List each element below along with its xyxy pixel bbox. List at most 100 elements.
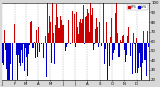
- Bar: [29, 43, 30, 45]
- Bar: [126, 43, 127, 55]
- Bar: [86, 16, 87, 43]
- Bar: [138, 43, 139, 68]
- Bar: [60, 16, 61, 43]
- Bar: [49, 16, 50, 43]
- Bar: [57, 17, 58, 43]
- Bar: [25, 43, 26, 48]
- Bar: [61, 20, 62, 43]
- Bar: [96, 18, 97, 43]
- Bar: [53, 33, 54, 43]
- Bar: [68, 20, 69, 43]
- Bar: [41, 43, 42, 44]
- Bar: [124, 43, 125, 50]
- Bar: [128, 27, 129, 43]
- Bar: [134, 43, 135, 44]
- Bar: [32, 43, 33, 48]
- Bar: [2, 43, 3, 63]
- Bar: [37, 43, 38, 57]
- Bar: [19, 43, 20, 63]
- Bar: [137, 43, 138, 73]
- Bar: [140, 43, 141, 67]
- Bar: [56, 4, 57, 43]
- Bar: [58, 28, 59, 43]
- Bar: [36, 30, 37, 43]
- Bar: [97, 27, 98, 43]
- Bar: [81, 23, 82, 43]
- Bar: [21, 43, 22, 50]
- Bar: [99, 22, 100, 43]
- Bar: [135, 43, 136, 73]
- Bar: [70, 43, 71, 44]
- Bar: [11, 43, 12, 87]
- Bar: [106, 22, 107, 43]
- Bar: [105, 43, 106, 49]
- Bar: [33, 43, 34, 48]
- Bar: [107, 43, 108, 87]
- Bar: [10, 43, 11, 64]
- Bar: [90, 3, 91, 43]
- Bar: [26, 43, 27, 57]
- Bar: [40, 39, 41, 43]
- Bar: [43, 43, 44, 58]
- Bar: [22, 43, 23, 63]
- Bar: [87, 9, 88, 43]
- Bar: [13, 43, 14, 65]
- Bar: [67, 6, 68, 43]
- Bar: [92, 8, 93, 43]
- Bar: [103, 3, 104, 43]
- Bar: [148, 43, 149, 47]
- Bar: [82, 19, 83, 43]
- Bar: [116, 3, 117, 43]
- Bar: [55, 25, 56, 43]
- Bar: [50, 22, 51, 43]
- Bar: [48, 39, 49, 43]
- Bar: [66, 43, 67, 47]
- Bar: [6, 43, 7, 69]
- Bar: [62, 25, 63, 43]
- Bar: [121, 42, 122, 43]
- Bar: [125, 43, 126, 62]
- Bar: [145, 43, 146, 60]
- Bar: [132, 43, 133, 74]
- Bar: [24, 43, 25, 71]
- Bar: [143, 31, 144, 43]
- Bar: [118, 43, 119, 57]
- Bar: [69, 32, 70, 43]
- Bar: [30, 22, 31, 43]
- Bar: [44, 5, 45, 43]
- Bar: [131, 42, 132, 43]
- Bar: [111, 18, 112, 43]
- Bar: [147, 31, 148, 43]
- Bar: [130, 43, 131, 56]
- Bar: [31, 21, 32, 43]
- Bar: [9, 43, 10, 87]
- Bar: [109, 43, 110, 66]
- Bar: [83, 5, 84, 43]
- Bar: [136, 38, 137, 43]
- Bar: [142, 43, 143, 63]
- Bar: [59, 28, 60, 43]
- Bar: [14, 24, 15, 43]
- Bar: [101, 43, 102, 46]
- Bar: [79, 22, 80, 43]
- Bar: [65, 43, 66, 51]
- Bar: [100, 39, 101, 43]
- Bar: [89, 32, 90, 43]
- Bar: [139, 43, 140, 53]
- Bar: [80, 19, 81, 43]
- Bar: [84, 43, 85, 44]
- Bar: [129, 43, 130, 59]
- Bar: [113, 43, 114, 53]
- Bar: [141, 43, 142, 86]
- Bar: [35, 43, 36, 58]
- Bar: [114, 43, 115, 50]
- Bar: [23, 43, 24, 44]
- Bar: [16, 43, 17, 55]
- Bar: [146, 43, 147, 76]
- Bar: [85, 17, 86, 43]
- Bar: [94, 43, 95, 44]
- Bar: [115, 13, 116, 43]
- Bar: [76, 12, 77, 43]
- Bar: [5, 43, 6, 50]
- Bar: [127, 30, 128, 43]
